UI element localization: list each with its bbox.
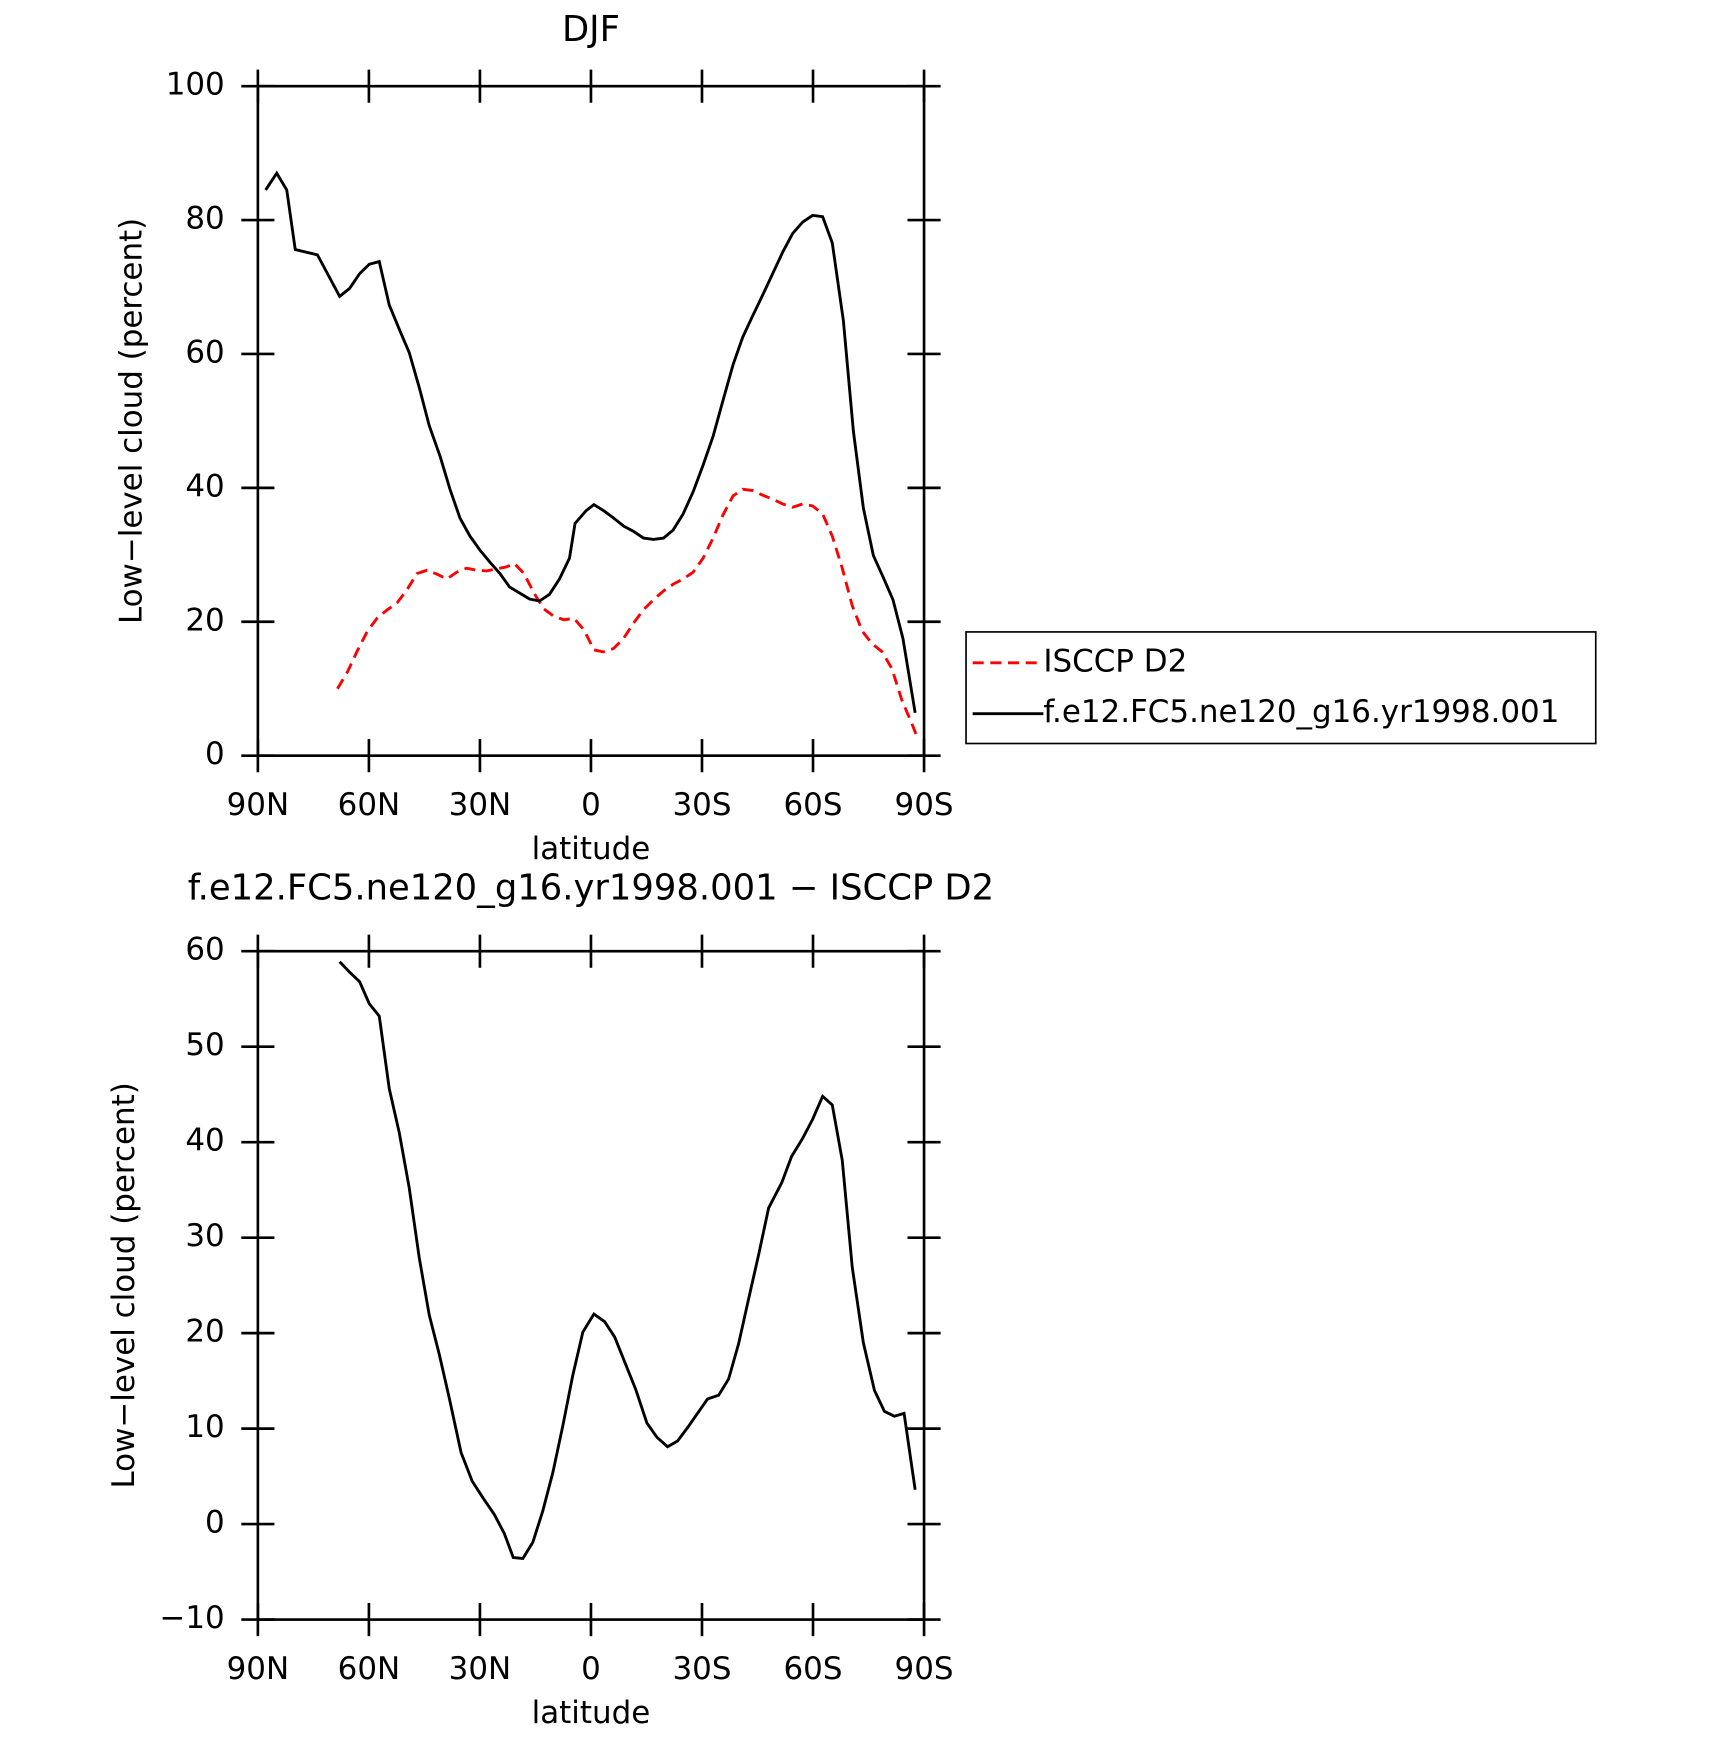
x-tick-label: 30N (449, 787, 511, 823)
x-axis-label: latitude (532, 831, 651, 867)
y-tick-label: 0 (205, 736, 225, 772)
x-tick-label: 60S (784, 1651, 843, 1687)
y-tick-label: 50 (185, 1027, 224, 1063)
x-tick-label: 30S (672, 1651, 731, 1687)
y-tick-label: 10 (185, 1409, 224, 1445)
x-tick-label: 60S (784, 787, 843, 823)
y-tick-label: 20 (185, 602, 224, 638)
plot-frame (256, 84, 926, 757)
y-tick-label: 40 (185, 468, 224, 504)
y-tick-label: 60 (185, 334, 224, 370)
x-tick-label: 0 (581, 1651, 601, 1687)
legend-label: ISCCP D2 (1043, 643, 1187, 679)
x-tick-label: 30N (449, 1651, 511, 1687)
legend-box (965, 631, 1597, 745)
x-tick-label: 90S (895, 1651, 954, 1687)
y-tick-label: 0 (205, 1505, 225, 1541)
y-tick-label: −10 (159, 1600, 224, 1636)
x-tick-label: 30S (672, 787, 731, 823)
chart-title: f.e12.FC5.ne120_g16.yr1998.001 − ISCCP D… (188, 867, 994, 908)
y-tick-label: 40 (185, 1123, 224, 1159)
y-axis-label: Low−level cloud (percent) (106, 1082, 142, 1488)
x-tick-label: 90N (227, 1651, 289, 1687)
x-axis-label: latitude (532, 1695, 651, 1731)
plot-frame (256, 949, 926, 1621)
data-line (338, 960, 917, 1560)
y-axis-label: Low−level cloud (percent) (114, 218, 150, 624)
y-tick-label: 60 (185, 932, 224, 968)
y-tick-label: 100 (166, 67, 225, 103)
legend-label: f.e12.FC5.ne120_g16.yr1998.001 (1043, 694, 1559, 730)
x-tick-label: 90S (895, 787, 954, 823)
data-line (264, 170, 917, 714)
y-tick-label: 80 (185, 201, 224, 237)
x-tick-label: 0 (581, 787, 601, 823)
x-tick-label: 60N (338, 1651, 400, 1687)
x-tick-label: 60N (338, 787, 400, 823)
data-line (336, 487, 918, 736)
chart-title: DJF (562, 9, 620, 50)
y-tick-label: 20 (185, 1314, 224, 1350)
x-tick-label: 90N (227, 787, 289, 823)
y-tick-label: 30 (185, 1218, 224, 1254)
